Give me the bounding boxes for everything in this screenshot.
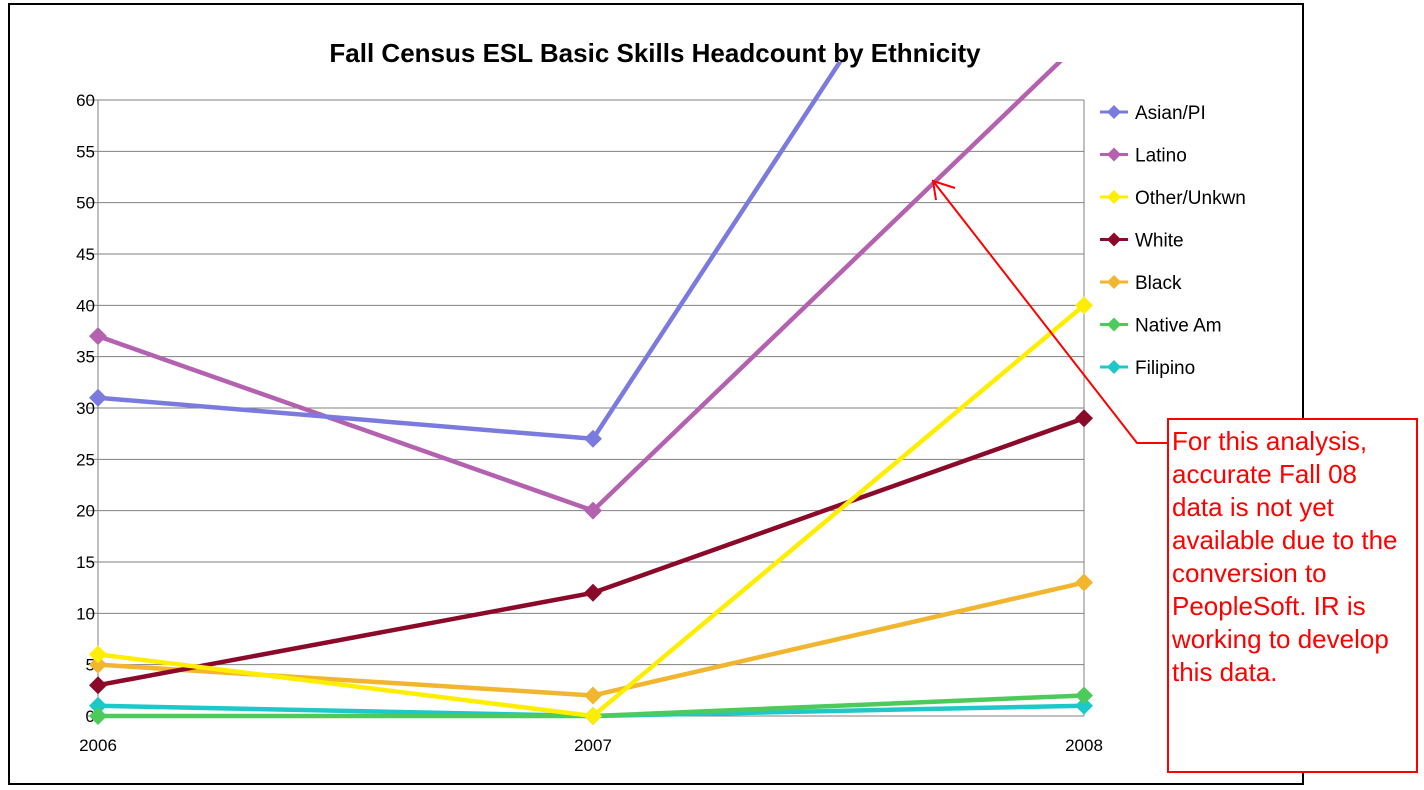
legend-label: Latino xyxy=(1135,146,1187,167)
legend-item: White xyxy=(1100,231,1184,252)
data-point-marker xyxy=(584,707,602,725)
chart-frame xyxy=(8,3,1304,785)
y-tick-label: 45 xyxy=(76,245,95,264)
data-point-marker xyxy=(89,655,107,674)
y-tick-label: 10 xyxy=(76,604,95,623)
legend-swatch-marker xyxy=(1107,360,1121,374)
series-latino xyxy=(89,62,1063,520)
legend-label: Native Am xyxy=(1135,316,1222,337)
data-point-marker xyxy=(1075,573,1093,592)
legend-label: White xyxy=(1135,231,1184,252)
y-tick-label: 40 xyxy=(76,296,95,315)
data-point-marker xyxy=(89,645,107,664)
data-point-marker xyxy=(584,429,602,448)
legend-label: Black xyxy=(1135,273,1182,294)
series-other-unkwn xyxy=(89,296,1093,725)
data-point-marker xyxy=(584,686,602,705)
legend-item: Native Am xyxy=(1100,316,1222,337)
x-tick-label: 2006 xyxy=(79,736,117,755)
data-point-marker xyxy=(89,707,107,725)
legend-item: Filipino xyxy=(1100,358,1195,379)
series-white xyxy=(89,409,1093,695)
legend-swatch-marker xyxy=(1107,317,1121,332)
legend-swatch-marker xyxy=(1107,190,1121,204)
y-tick-label: 20 xyxy=(76,502,95,521)
data-point-marker xyxy=(1075,296,1093,315)
legend-item: Other/Unkwn xyxy=(1100,188,1246,209)
legend-label: Asian/PI xyxy=(1135,103,1206,124)
y-tick-label: 55 xyxy=(76,142,95,161)
legend-swatch-marker xyxy=(1107,105,1121,119)
legend-swatch-marker xyxy=(1107,232,1121,247)
legend-item: Black xyxy=(1100,273,1182,294)
axis-layer: 051015202530354045505560200620072008 xyxy=(76,91,1103,755)
y-tick-label: 30 xyxy=(76,399,95,418)
grid-layer xyxy=(98,99,1085,717)
x-tick-label: 2008 xyxy=(1065,736,1103,755)
data-point-marker xyxy=(1075,686,1093,705)
data-point-marker xyxy=(89,696,107,715)
data-point-marker xyxy=(1075,696,1093,715)
callout-arrowhead xyxy=(931,179,956,201)
y-tick-label: 50 xyxy=(76,194,95,213)
x-tick-label: 2007 xyxy=(574,736,612,755)
y-tick-label: 60 xyxy=(76,91,95,110)
y-tick-label: 25 xyxy=(76,450,95,469)
data-point-marker xyxy=(89,327,107,346)
callout-arrow xyxy=(931,179,1167,444)
data-point-marker xyxy=(584,501,602,520)
legend-label: Filipino xyxy=(1135,358,1195,379)
data-point-marker xyxy=(89,388,107,407)
legend-item: Latino xyxy=(1100,146,1187,167)
y-tick-label: 35 xyxy=(76,348,95,367)
series-line xyxy=(97,416,1085,688)
data-point-marker xyxy=(584,583,602,602)
legend-swatch-marker xyxy=(1107,275,1121,289)
y-tick-label: 15 xyxy=(76,553,95,572)
legend-label: Other/Unkwn xyxy=(1135,188,1246,209)
chart-title: Fall Census ESL Basic Skills Headcount b… xyxy=(329,38,981,68)
legend: Asian/PI Latino Other/Unkwn White Black Nativ… xyxy=(1100,103,1246,379)
callout-leader-line xyxy=(932,180,1167,444)
series-layer xyxy=(89,62,1093,725)
legend-swatch-marker xyxy=(1107,147,1121,162)
legend-item: Asian/PI xyxy=(1100,103,1206,124)
series-asian-pi xyxy=(89,62,843,448)
data-point-marker xyxy=(89,676,107,695)
annotation-note: For this analysis, accurate Fall 08 data… xyxy=(1167,418,1418,773)
data-point-marker xyxy=(1075,409,1093,428)
